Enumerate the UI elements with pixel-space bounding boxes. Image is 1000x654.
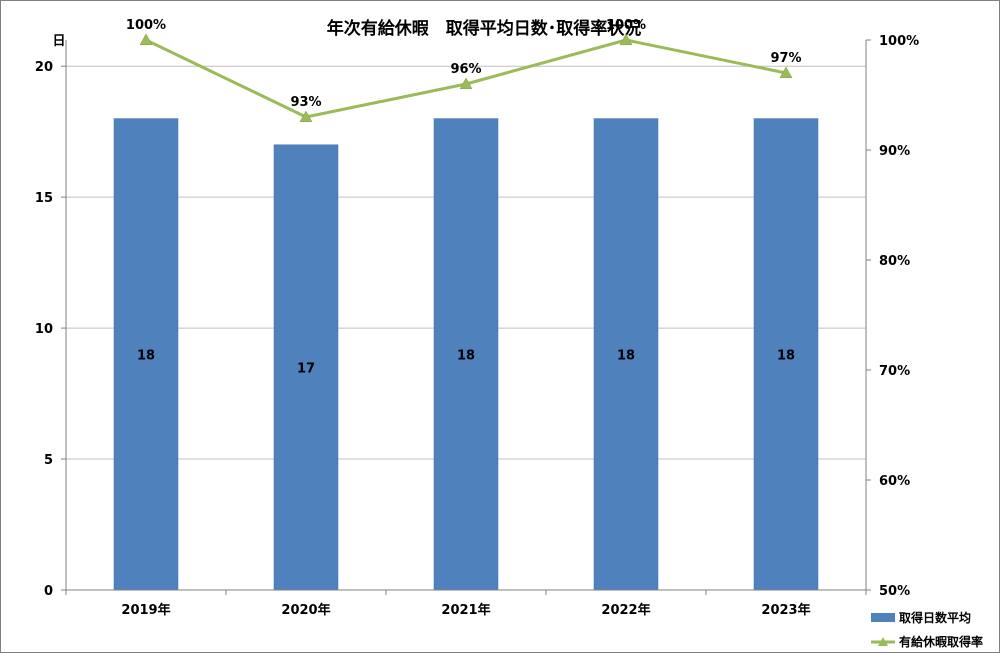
chart-title: 年次有給休暇 取得平均日数･取得率状況 — [327, 18, 642, 39]
legend-line-marker — [878, 637, 888, 646]
y-tick-label: 5 — [44, 453, 53, 468]
bar — [433, 118, 499, 591]
y2-tick-label: 80% — [879, 254, 910, 269]
legend-bar-swatch — [871, 613, 895, 622]
y2-tick-label: 70% — [879, 364, 910, 379]
line-series — [139, 33, 793, 123]
line-data-label: 93% — [290, 95, 321, 110]
line-data-label: 97% — [770, 51, 801, 66]
y-tick-label: 10 — [35, 322, 53, 337]
bar-data-label: 18 — [137, 348, 155, 363]
line-data-label: 100% — [126, 18, 166, 33]
x-tick-label: 2022年 — [601, 602, 650, 618]
bar — [753, 118, 819, 591]
x-tick-label: 2020年 — [281, 602, 330, 618]
bar — [113, 118, 179, 591]
line-data-label: 100% — [606, 18, 646, 33]
legend-line-label: 有給休暇取得率 — [899, 634, 983, 649]
bar-data-label: 17 — [297, 361, 315, 376]
line-point-marker — [139, 33, 153, 46]
line-point-marker — [619, 33, 633, 46]
y-axis-unit-label: 日 — [52, 34, 65, 49]
x-tick-label: 2019年 — [121, 602, 170, 618]
y2-tick-label: 100% — [879, 34, 919, 49]
bar-data-label: 18 — [457, 348, 475, 363]
axes: 0 5 10 15 20 50% 60% 70% 80% 90% 100% 2019年 2020年 202… — [35, 34, 919, 618]
x-tick-label: 2023年 — [761, 602, 810, 618]
bar — [273, 144, 339, 591]
y2-tick-label: 90% — [879, 144, 910, 159]
data-labels: 18 17 18 18 18 100% 93% 96% 100% 97% — [126, 18, 802, 376]
line-point-marker — [299, 110, 313, 123]
y-tick-label: 15 — [35, 191, 53, 206]
line-data-label: 96% — [450, 62, 481, 77]
bar-series — [113, 118, 819, 591]
line-point-marker — [779, 66, 793, 79]
line-point-marker — [459, 77, 473, 90]
y2-tick-label: 60% — [879, 474, 910, 489]
bar — [593, 118, 659, 591]
bar-data-label: 18 — [617, 348, 635, 363]
x-tick-label: 2021年 — [441, 602, 490, 618]
bar-data-label: 18 — [777, 348, 795, 363]
y-tick-label: 0 — [44, 584, 53, 599]
y-tick-label: 20 — [35, 60, 53, 75]
legend-bar-label: 取得日数平均 — [899, 610, 971, 625]
y2-tick-label: 50% — [879, 584, 910, 599]
